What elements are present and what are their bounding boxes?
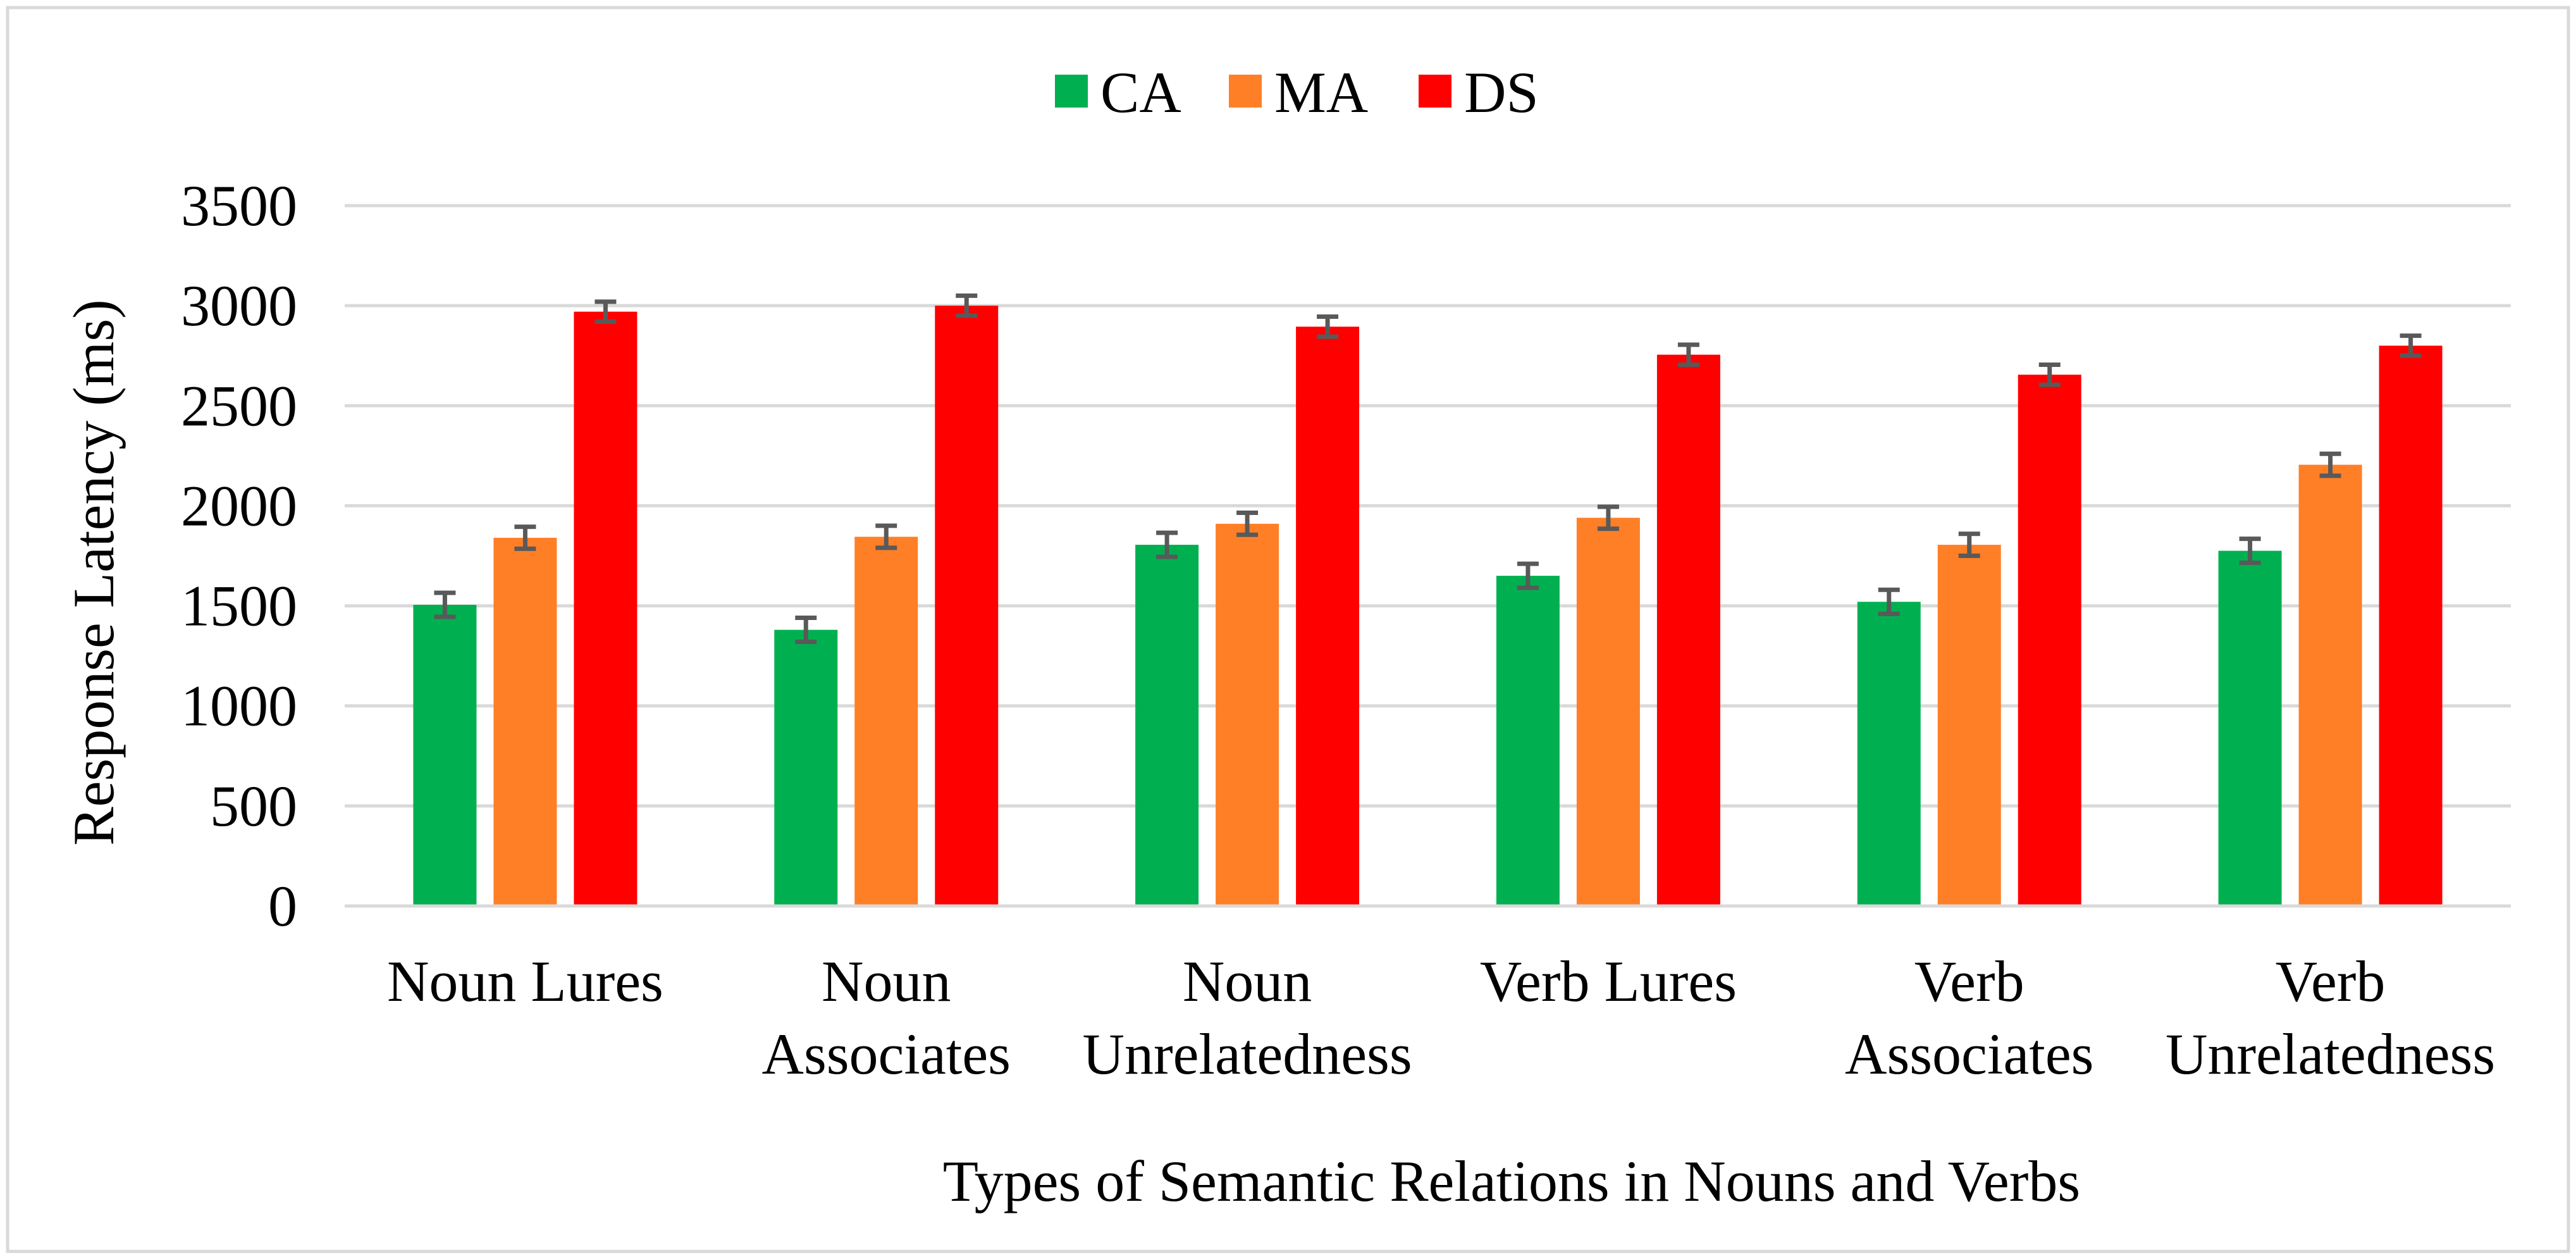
error-bar-ds-1 bbox=[595, 299, 617, 324]
error-bar-ds-6 bbox=[2400, 333, 2422, 358]
bar-ma-5 bbox=[1937, 545, 2001, 906]
y-tick-label: 2500 bbox=[181, 373, 297, 438]
bar-ds-5 bbox=[2018, 375, 2081, 906]
legend-swatch bbox=[1419, 75, 1451, 108]
y-tick-label: 3000 bbox=[181, 273, 297, 338]
bar-ds-3 bbox=[1296, 326, 1360, 906]
bar-ds-2 bbox=[935, 306, 999, 907]
y-axis-ticks: 0 500 1000 1500 2000 2500 3000 3500 bbox=[181, 173, 297, 938]
bars bbox=[345, 306, 2511, 908]
y-axis-title: Response Latency (ms) bbox=[61, 299, 126, 846]
error-bar-ma-5 bbox=[1958, 531, 1980, 558]
error-bar-ds-4 bbox=[1677, 342, 1699, 367]
error-bar-ds-5 bbox=[2038, 362, 2061, 387]
legend-label: DS bbox=[1464, 60, 1539, 125]
bar-ca-1 bbox=[413, 604, 477, 906]
legend-item-ds: DS bbox=[1419, 60, 1539, 125]
error-bar-ca-6 bbox=[2239, 536, 2261, 566]
legend-label: CA bbox=[1100, 60, 1181, 125]
bar-ca-5 bbox=[1857, 602, 1921, 906]
x-category-label: Verb Associates bbox=[1845, 949, 2093, 1086]
error-bar-ma-1 bbox=[514, 524, 536, 551]
y-tick-label: 1500 bbox=[181, 574, 297, 638]
legend-label: MA bbox=[1274, 60, 1368, 125]
error-bar-ca-5 bbox=[1878, 587, 1900, 616]
bar-ds-4 bbox=[1656, 354, 1720, 906]
legend: CA MA DS bbox=[1055, 60, 1539, 125]
bar-ca-6 bbox=[2218, 550, 2282, 906]
error-bar-ca-4 bbox=[1517, 561, 1539, 590]
bar-ma-6 bbox=[2298, 464, 2362, 906]
bar-ma-4 bbox=[1576, 518, 1640, 906]
error-bar-ca-2 bbox=[795, 616, 817, 645]
error-bar-ds-3 bbox=[1317, 314, 1339, 339]
x-category-label: Noun Associates bbox=[762, 949, 1011, 1086]
x-category-label: Verb Unrelatedness bbox=[2166, 949, 2495, 1086]
bar-ma-2 bbox=[854, 536, 918, 906]
bar-ca-2 bbox=[774, 630, 838, 906]
bar-ds-1 bbox=[574, 311, 638, 906]
bar-ca-4 bbox=[1496, 576, 1560, 906]
error-bar-ds-2 bbox=[956, 293, 978, 318]
x-category-label: Verb Lures bbox=[1480, 949, 1737, 1014]
y-tick-label: 3500 bbox=[181, 173, 297, 238]
error-bars bbox=[434, 293, 2422, 645]
bar-ds-6 bbox=[2379, 345, 2443, 906]
legend-item-ma: MA bbox=[1229, 60, 1368, 125]
x-axis-categories: Noun Lures Noun Associates Noun Unrelatednes… bbox=[387, 949, 2495, 1086]
error-bar-ca-3 bbox=[1156, 530, 1178, 559]
bar-ma-1 bbox=[493, 538, 557, 906]
legend-swatch bbox=[1055, 75, 1088, 108]
legend-item-ca: CA bbox=[1055, 60, 1181, 125]
y-tick-label: 500 bbox=[210, 774, 297, 838]
bar-ma-3 bbox=[1216, 523, 1279, 906]
legend-swatch bbox=[1229, 75, 1262, 108]
y-tick-label: 0 bbox=[268, 874, 297, 938]
y-tick-label: 1000 bbox=[181, 674, 297, 738]
error-bar-ma-6 bbox=[2319, 451, 2341, 478]
error-bar-ma-3 bbox=[1236, 510, 1259, 537]
error-bar-ca-1 bbox=[434, 590, 456, 619]
error-bar-ma-2 bbox=[875, 523, 897, 550]
x-axis-title: Types of Semantic Relations in Nouns and… bbox=[943, 1149, 2080, 1213]
error-bar-ma-4 bbox=[1597, 504, 1619, 531]
bar-ca-3 bbox=[1135, 545, 1199, 906]
x-category-label: Noun Lures bbox=[387, 949, 663, 1014]
y-tick-label: 2000 bbox=[181, 473, 297, 538]
x-category-label: Noun Unrelatedness bbox=[1083, 949, 1412, 1086]
